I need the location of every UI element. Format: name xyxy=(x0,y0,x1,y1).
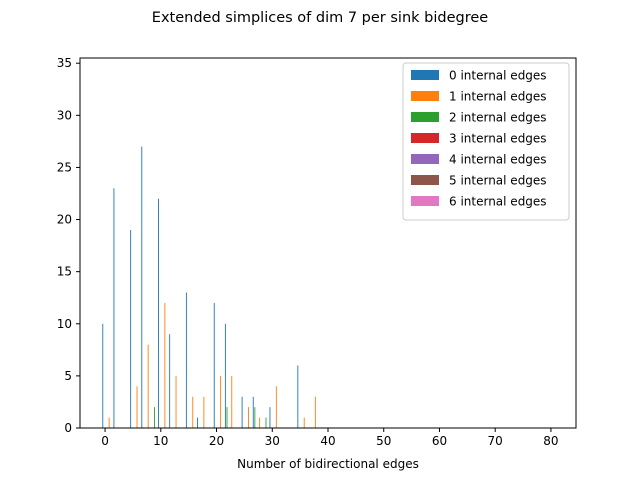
y-tick-label-7: 35 xyxy=(57,56,72,70)
x-tick-label-6: 60 xyxy=(432,434,447,448)
y-tick-label-2: 10 xyxy=(57,317,72,331)
bar-series-0-point-2 xyxy=(130,229,132,428)
bar-series-0-point-7 xyxy=(197,417,198,428)
x-tick-label-4: 40 xyxy=(320,434,335,448)
bars-layer xyxy=(102,146,316,428)
bar-series-1-point-9 xyxy=(248,407,249,428)
bar-series-1-point-2 xyxy=(147,344,149,428)
bar-series-0-point-8 xyxy=(213,302,215,428)
y-tick-label-5: 25 xyxy=(57,160,72,174)
y-tick-label-1: 5 xyxy=(64,369,72,383)
legend-swatch-1 xyxy=(411,91,439,101)
bar-series-1-point-8 xyxy=(231,375,233,428)
legend-swatch-4 xyxy=(411,154,439,164)
bar-series-2-point-3 xyxy=(265,417,267,428)
legend-label-1: 1 internal edges xyxy=(449,90,547,104)
legend-label-5: 5 internal edges xyxy=(449,174,547,188)
bar-series-2-point-2 xyxy=(254,407,256,428)
y-tick-label-3: 15 xyxy=(57,265,72,279)
x-tick-label-8: 80 xyxy=(543,434,558,448)
chart-title: Extended simplices of dim 7 per sink bid… xyxy=(152,10,488,26)
legend-swatch-5 xyxy=(411,175,439,185)
bar-series-0-point-0 xyxy=(102,323,104,428)
x-tick-label-2: 20 xyxy=(209,434,224,448)
bar-series-0-point-9 xyxy=(224,323,226,428)
bar-series-2-point-1 xyxy=(226,407,228,428)
y-tick-label-0: 0 xyxy=(64,421,72,435)
bar-series-0-point-6 xyxy=(185,292,187,428)
legend-swatch-3 xyxy=(411,133,439,143)
bar-series-1-point-3 xyxy=(164,302,166,428)
x-axis-ticks: 0 10 20 30 40 50 60 70 80 xyxy=(101,428,559,448)
legend-label-6: 6 internal edges xyxy=(449,195,547,209)
bar-series-0-point-12 xyxy=(269,407,271,428)
legend-swatch-6 xyxy=(411,196,439,206)
legend-label-2: 2 internal edges xyxy=(449,111,547,125)
bar-series-0-point-5 xyxy=(169,334,171,428)
bar-series-1-point-6 xyxy=(203,396,205,428)
legend-label-4: 4 internal edges xyxy=(449,153,547,167)
y-tick-label-6: 30 xyxy=(57,108,72,122)
x-tick-label-1: 10 xyxy=(153,434,168,448)
legend-label-0: 0 internal edges xyxy=(449,69,547,83)
bar-series-1-point-5 xyxy=(192,396,194,428)
legend-swatch-0 xyxy=(411,70,439,80)
bar-series-0-point-13 xyxy=(297,365,299,428)
x-tick-label-0: 0 xyxy=(101,434,109,448)
bar-series-1-point-10 xyxy=(259,417,261,428)
bar-series-1-point-1 xyxy=(136,386,138,428)
bar-series-1-point-12 xyxy=(303,417,305,428)
bar-series-0-point-10 xyxy=(241,396,243,428)
bar-series-0-point-11 xyxy=(252,396,254,428)
legend-label-3: 3 internal edges xyxy=(449,132,547,146)
bar-series-1-point-13 xyxy=(314,396,316,428)
y-axis-ticks: 0 5 10 15 20 25 30 35 xyxy=(57,56,80,435)
bar-series-1-point-7 xyxy=(220,375,222,428)
legend-box xyxy=(402,62,570,221)
x-tick-label-3: 30 xyxy=(265,434,280,448)
y-tick-label-4: 20 xyxy=(57,213,72,227)
bar-series-1-point-4 xyxy=(175,375,177,428)
x-axis-label: Number of bidirectional edges xyxy=(237,457,419,471)
bar-series-0-point-3 xyxy=(141,146,143,428)
x-tick-label-7: 70 xyxy=(488,434,503,448)
bar-series-0-point-4 xyxy=(158,198,159,428)
bar-series-2-point-0 xyxy=(154,407,155,428)
bar-series-1-point-11 xyxy=(275,386,277,428)
bar-series-1-point-0 xyxy=(108,417,110,428)
bar-series-0-point-1 xyxy=(113,188,115,428)
legend: 0 internal edges 1 internal edges 2 intern… xyxy=(402,62,570,221)
x-tick-label-5: 50 xyxy=(376,434,391,448)
legend-swatch-2 xyxy=(411,112,439,122)
